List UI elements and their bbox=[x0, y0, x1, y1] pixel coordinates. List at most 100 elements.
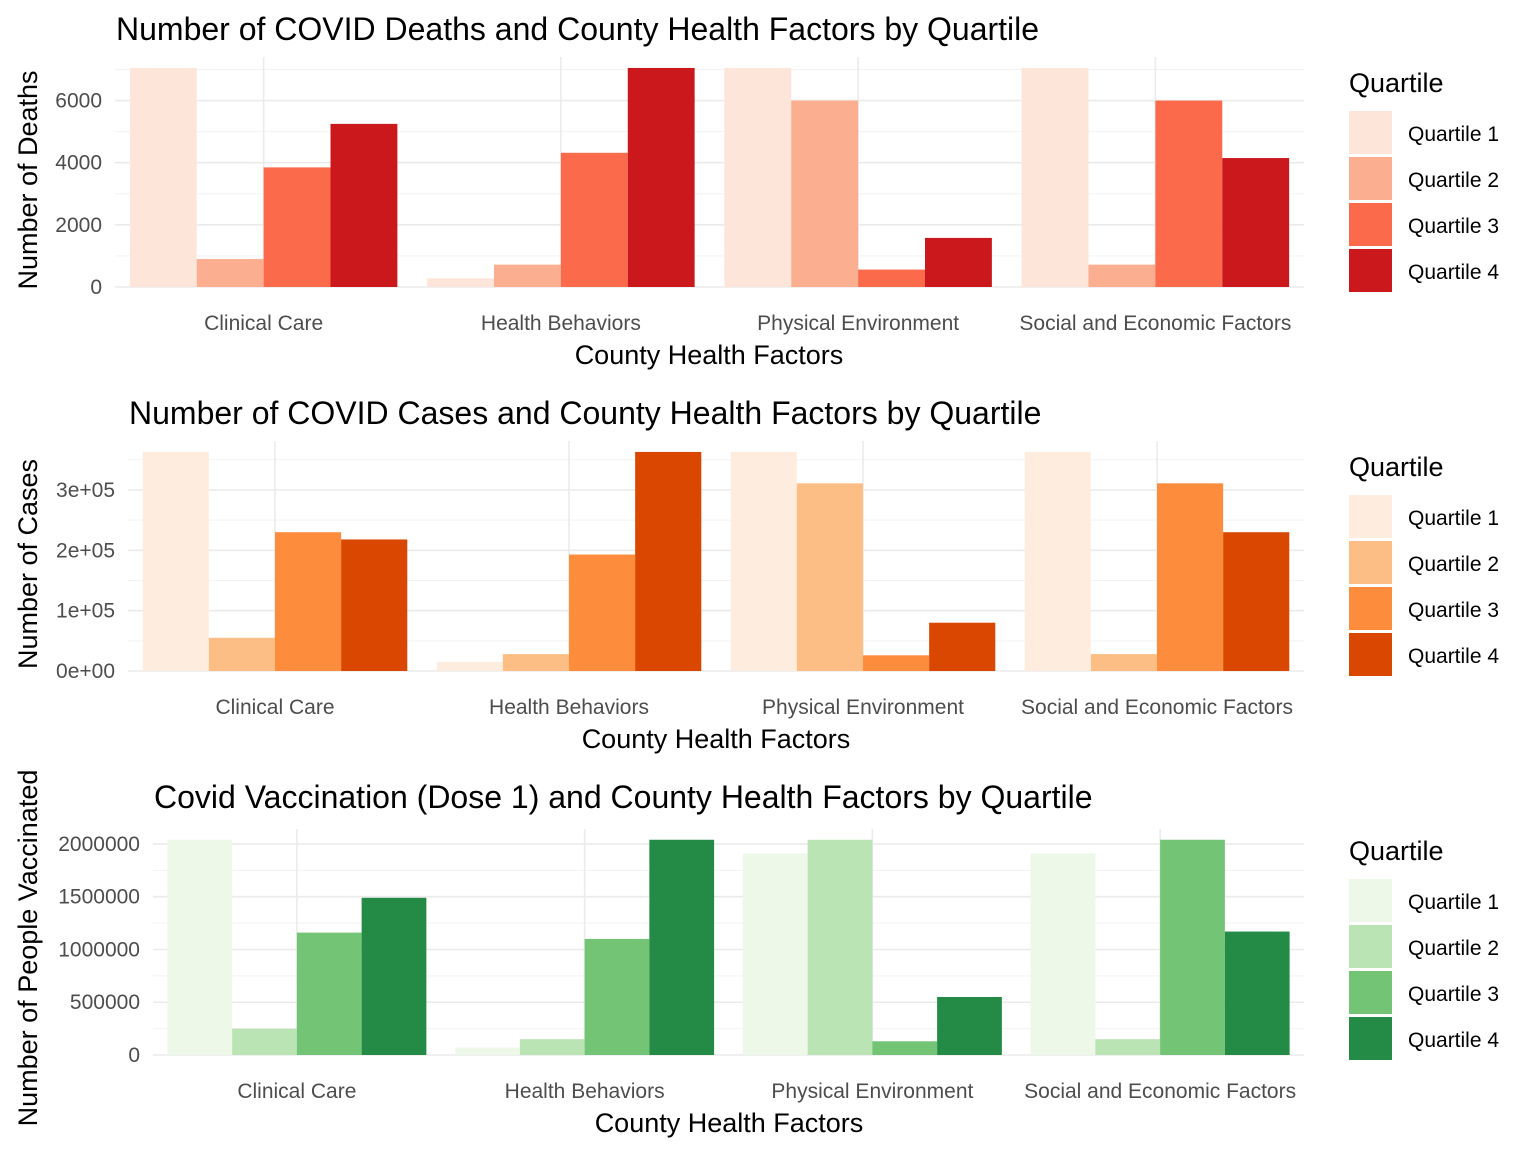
cases-x-axis-title: County Health Factors bbox=[582, 724, 851, 754]
deaths-y-tick-label: 0 bbox=[90, 276, 102, 299]
cases-x-tick-label: Health Behaviors bbox=[489, 696, 649, 719]
deaths-legend-key-quartile-4 bbox=[1349, 249, 1392, 292]
deaths-y-tick-label: 6000 bbox=[55, 90, 102, 113]
deaths-x-axis-title: County Health Factors bbox=[575, 340, 844, 370]
deaths-bar-social-and-economic-factors-quartile-1 bbox=[1021, 67, 1089, 287]
deaths-legend-label-quartile-1: Quartile 1 bbox=[1408, 123, 1499, 146]
deaths-bar-physical-environment-quartile-3 bbox=[858, 269, 926, 287]
deaths-legend-label-quartile-3: Quartile 3 bbox=[1408, 215, 1499, 238]
deaths-y-ticks: 0 2000 4000 6000 bbox=[55, 90, 102, 299]
cases-y-tick-label: 2e+05 bbox=[56, 539, 115, 562]
vaccination-bar-social-and-economic-factors-quartile-3 bbox=[1160, 839, 1225, 1055]
deaths-bar-health-behaviors-quartile-3 bbox=[560, 152, 628, 287]
cases-legend-key-quartile-4 bbox=[1349, 633, 1392, 676]
deaths-x-tick-label: Physical Environment bbox=[757, 312, 959, 335]
deaths-bar-physical-environment-quartile-1 bbox=[724, 67, 792, 287]
vaccination-x-ticks: Clinical Care Health Behaviors Physical En… bbox=[237, 1080, 1296, 1103]
cases-x-tick-label: Physical Environment bbox=[762, 696, 964, 719]
deaths-x-tick-label: Health Behaviors bbox=[481, 312, 641, 335]
vaccination-bar-physical-environment-quartile-4 bbox=[937, 996, 1002, 1055]
vaccination-x-tick-label: Social and Economic Factors bbox=[1024, 1080, 1296, 1103]
vaccination-x-tick-label: Physical Environment bbox=[771, 1080, 973, 1103]
vaccination-bar-health-behaviors-quartile-2 bbox=[519, 1039, 585, 1055]
deaths-legend-label-quartile-2: Quartile 2 bbox=[1408, 169, 1499, 192]
vaccination-x-tick-label: Clinical Care bbox=[237, 1080, 356, 1103]
cases-legend-key-quartile-3 bbox=[1349, 587, 1392, 630]
cases-legend-label-quartile-2: Quartile 2 bbox=[1408, 553, 1499, 576]
cases-bar-health-behaviors-quartile-3 bbox=[569, 554, 636, 671]
vaccination-legend-label-quartile-4: Quartile 4 bbox=[1408, 1029, 1499, 1052]
deaths-x-ticks: Clinical Care Health Behaviors Physical En… bbox=[204, 312, 1291, 335]
vaccination-panel: Covid Vaccination (Dose 1) and County He… bbox=[13, 770, 1499, 1138]
deaths-bar-physical-environment-quartile-4 bbox=[925, 237, 992, 287]
cases-legend-items: Quartile 1 Quartile 2 Quartile 3 Quartile 4 bbox=[1349, 495, 1499, 676]
cases-bar-social-and-economic-factors-quartile-3 bbox=[1157, 483, 1224, 671]
cases-bar-health-behaviors-quartile-4 bbox=[635, 451, 702, 671]
cases-bar-clinical-care-quartile-4 bbox=[341, 539, 408, 671]
cases-y-axis-title: Number of Cases bbox=[13, 459, 43, 669]
deaths-legend-items: Quartile 1 Quartile 2 Quartile 3 Quartile 4 bbox=[1349, 111, 1499, 292]
cases-bar-physical-environment-quartile-2 bbox=[796, 483, 863, 671]
deaths-x-tick-label: Clinical Care bbox=[204, 312, 323, 335]
vaccination-y-tick-label: 0 bbox=[128, 1044, 140, 1067]
cases-bar-physical-environment-quartile-3 bbox=[863, 655, 930, 671]
vaccination-bar-clinical-care-quartile-1 bbox=[167, 839, 233, 1055]
cases-y-ticks: 0e+00 1e+05 2e+05 3e+05 bbox=[56, 479, 115, 683]
cases-x-tick-label: Social and Economic Factors bbox=[1021, 696, 1293, 719]
vaccination-bar-physical-environment-quartile-1 bbox=[742, 853, 808, 1055]
vaccination-y-tick-label: 1000000 bbox=[58, 938, 140, 961]
vaccination-legend-key-quartile-3 bbox=[1349, 971, 1392, 1014]
deaths-bar-health-behaviors-quartile-2 bbox=[493, 264, 561, 287]
cases-y-tick-label: 1e+05 bbox=[56, 600, 115, 623]
vaccination-chart-title: Covid Vaccination (Dose 1) and County He… bbox=[154, 779, 1093, 815]
cases-bar-social-and-economic-factors-quartile-4 bbox=[1223, 532, 1290, 671]
vaccination-bar-health-behaviors-quartile-1 bbox=[455, 1047, 520, 1055]
cases-legend-label-quartile-1: Quartile 1 bbox=[1408, 507, 1499, 530]
deaths-bar-health-behaviors-quartile-4 bbox=[627, 67, 695, 287]
cases-bar-social-and-economic-factors-quartile-1 bbox=[1024, 451, 1091, 671]
deaths-legend-title: Quartile bbox=[1349, 68, 1444, 98]
deaths-bars bbox=[129, 67, 1290, 288]
vaccination-bar-physical-environment-quartile-3 bbox=[872, 1041, 938, 1055]
vaccination-legend-label-quartile-3: Quartile 3 bbox=[1408, 983, 1499, 1006]
deaths-bar-clinical-care-quartile-3 bbox=[263, 167, 331, 287]
cases-x-ticks: Clinical Care Health Behaviors Physical En… bbox=[215, 696, 1293, 719]
deaths-bar-clinical-care-quartile-2 bbox=[196, 259, 264, 287]
deaths-bar-social-and-economic-factors-quartile-2 bbox=[1088, 264, 1156, 287]
vaccination-legend-title: Quartile bbox=[1349, 836, 1444, 866]
cases-bar-physical-environment-quartile-4 bbox=[929, 622, 996, 671]
cases-bars bbox=[142, 451, 1290, 671]
cases-chart-title: Number of COVID Cases and County Health … bbox=[129, 395, 1041, 431]
cases-bar-health-behaviors-quartile-2 bbox=[502, 654, 569, 671]
vaccination-bar-social-and-economic-factors-quartile-4 bbox=[1224, 931, 1290, 1055]
cases-panel: Number of COVID Cases and County Health … bbox=[13, 395, 1499, 754]
cases-y-tick-label: 0e+00 bbox=[56, 660, 115, 683]
deaths-legend-key-quartile-3 bbox=[1349, 203, 1392, 246]
vaccination-y-tick-label: 1500000 bbox=[58, 886, 140, 909]
cases-bar-clinical-care-quartile-2 bbox=[208, 637, 275, 671]
cases-bar-physical-environment-quartile-1 bbox=[730, 451, 797, 671]
deaths-legend-key-quartile-1 bbox=[1349, 111, 1392, 154]
deaths-x-tick-label: Social and Economic Factors bbox=[1019, 312, 1291, 335]
vaccination-legend-key-quartile-4 bbox=[1349, 1017, 1392, 1060]
cases-legend-title: Quartile bbox=[1349, 452, 1444, 482]
deaths-bar-social-and-economic-factors-quartile-3 bbox=[1155, 100, 1223, 287]
deaths-legend-key-quartile-2 bbox=[1349, 157, 1392, 200]
cases-y-tick-label: 3e+05 bbox=[56, 479, 115, 502]
cases-bar-clinical-care-quartile-1 bbox=[142, 451, 209, 671]
cases-legend-label-quartile-3: Quartile 3 bbox=[1408, 599, 1499, 622]
cases-bar-health-behaviors-quartile-1 bbox=[436, 661, 503, 671]
deaths-bar-social-and-economic-factors-quartile-4 bbox=[1222, 158, 1290, 287]
vaccination-bar-health-behaviors-quartile-3 bbox=[584, 938, 650, 1055]
vaccination-legend-key-quartile-1 bbox=[1349, 879, 1392, 922]
vaccination-legend-key-quartile-2 bbox=[1349, 925, 1392, 968]
cases-legend-key-quartile-1 bbox=[1349, 495, 1392, 538]
vaccination-legend-items: Quartile 1 Quartile 2 Quartile 3 Quartile 4 bbox=[1349, 879, 1499, 1060]
vaccination-y-tick-label: 2000000 bbox=[58, 833, 140, 856]
cases-legend-key-quartile-2 bbox=[1349, 541, 1392, 584]
deaths-y-axis-title: Number of Deaths bbox=[13, 70, 43, 289]
vaccination-x-tick-label: Health Behaviors bbox=[505, 1080, 665, 1103]
vaccination-y-ticks: 0 500000 1000000 1500000 2000000 bbox=[58, 833, 140, 1067]
